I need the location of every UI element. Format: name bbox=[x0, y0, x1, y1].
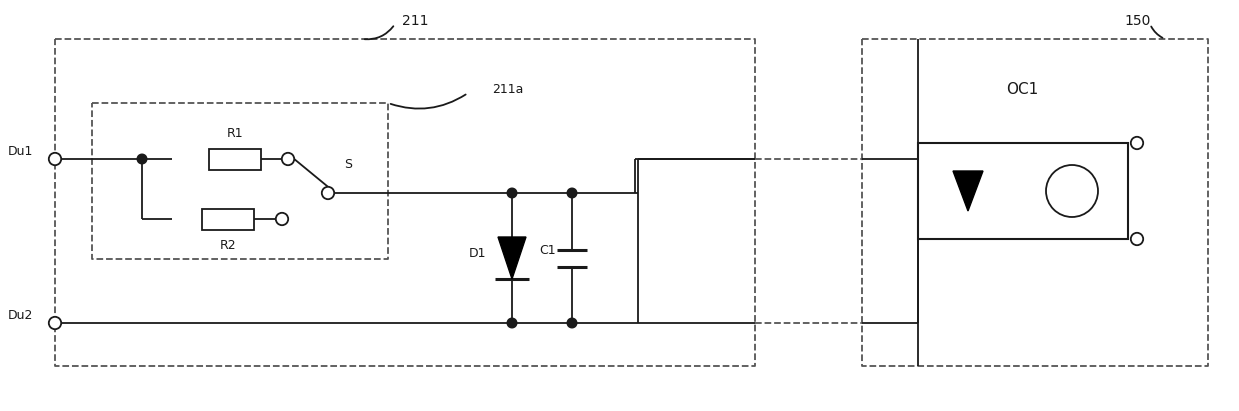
Text: S: S bbox=[344, 157, 352, 171]
Bar bbox=[918, 143, 1127, 239]
Circle shape bbox=[1131, 233, 1144, 245]
Text: R2: R2 bbox=[219, 238, 237, 252]
Circle shape bbox=[1046, 165, 1098, 217]
Circle shape bbox=[281, 153, 294, 165]
Text: 150: 150 bbox=[1125, 14, 1151, 28]
Circle shape bbox=[48, 317, 61, 329]
Text: D1: D1 bbox=[470, 247, 487, 259]
Circle shape bbox=[138, 154, 146, 164]
Text: Du2: Du2 bbox=[7, 309, 33, 321]
Circle shape bbox=[276, 213, 289, 225]
Text: OC1: OC1 bbox=[1006, 81, 1038, 97]
Circle shape bbox=[567, 318, 577, 328]
Circle shape bbox=[1131, 137, 1144, 149]
Text: 211: 211 bbox=[401, 14, 429, 28]
Bar bbox=[202, 208, 254, 229]
Polygon shape bbox=[953, 171, 983, 211]
Circle shape bbox=[322, 187, 335, 199]
Circle shape bbox=[567, 188, 577, 198]
Polygon shape bbox=[498, 237, 527, 279]
Circle shape bbox=[48, 153, 61, 165]
Circle shape bbox=[507, 318, 517, 328]
Text: 211a: 211a bbox=[492, 83, 523, 95]
Circle shape bbox=[507, 188, 517, 198]
Text: R1: R1 bbox=[227, 127, 243, 139]
Bar bbox=[209, 148, 261, 169]
Text: C1: C1 bbox=[540, 243, 556, 256]
Text: Du1: Du1 bbox=[7, 145, 33, 157]
